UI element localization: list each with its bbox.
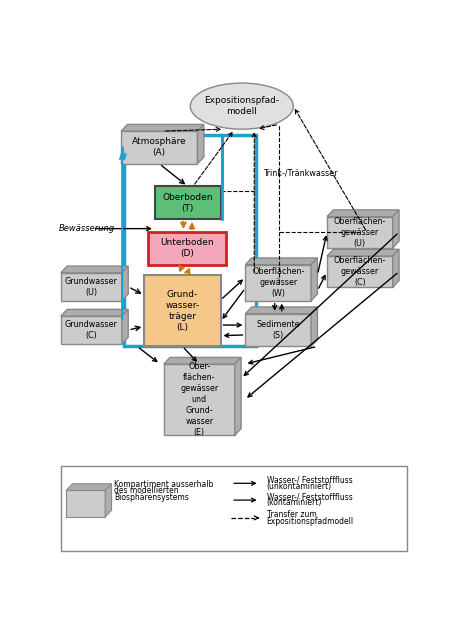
Text: Expositionspfadmodell: Expositionspfadmodell	[267, 517, 354, 526]
Polygon shape	[164, 358, 241, 364]
Text: Trink-/Tränkwasser: Trink-/Tränkwasser	[263, 169, 338, 178]
Text: Sedimente
(S): Sedimente (S)	[256, 320, 300, 340]
Polygon shape	[61, 310, 128, 316]
Text: (unkontaminiert): (unkontaminiert)	[267, 482, 332, 490]
Bar	[124, 135, 256, 346]
Polygon shape	[311, 258, 317, 301]
Polygon shape	[245, 307, 317, 314]
Bar	[144, 275, 220, 346]
Text: Grundwasser
(U): Grundwasser (U)	[65, 276, 118, 297]
Text: Bewässerung: Bewässerung	[59, 224, 115, 233]
Polygon shape	[197, 124, 204, 163]
Text: Oberflächen-
gewässer
(C): Oberflächen- gewässer (C)	[334, 256, 386, 287]
Text: Grundwasser
(C): Grundwasser (C)	[65, 320, 118, 340]
Polygon shape	[105, 484, 112, 517]
Bar	[245, 265, 311, 301]
Ellipse shape	[191, 83, 293, 129]
Polygon shape	[122, 310, 128, 344]
Polygon shape	[66, 484, 112, 490]
Text: (kontaminiert): (kontaminiert)	[267, 499, 322, 507]
Bar	[148, 232, 226, 265]
Polygon shape	[327, 210, 399, 217]
Polygon shape	[234, 358, 241, 436]
Bar	[327, 217, 393, 248]
Polygon shape	[393, 250, 399, 287]
Text: Grund-
wasser-
träger
(L): Grund- wasser- träger (L)	[165, 290, 199, 332]
Text: Oberboden
(T): Oberboden (T)	[163, 193, 213, 213]
Bar	[245, 314, 311, 346]
Polygon shape	[393, 210, 399, 248]
Polygon shape	[122, 266, 128, 301]
Text: Biosphärensystems: Biosphärensystems	[114, 493, 189, 502]
Text: Transfer zum: Transfer zum	[267, 510, 316, 520]
Bar	[155, 187, 220, 219]
Text: Oberflächen-
gewässer
(W): Oberflächen- gewässer (W)	[252, 267, 305, 298]
Bar	[164, 364, 235, 436]
Text: Wasser-/ Feststofffluss: Wasser-/ Feststofffluss	[267, 475, 352, 484]
Bar	[327, 256, 393, 287]
Text: Atmosphäre
(A): Atmosphäre (A)	[132, 137, 186, 157]
Text: Ober-
flächen-
gewässer
und
Grund-
wasser
(E): Ober- flächen- gewässer und Grund- wasse…	[180, 362, 218, 437]
Text: Expositionspfad-
modell: Expositionspfad- modell	[204, 96, 279, 116]
Text: des modellierten: des modellierten	[114, 487, 179, 495]
Bar	[61, 273, 122, 301]
Text: Wasser-/ Feststofffluss: Wasser-/ Feststofffluss	[267, 492, 352, 501]
Text: Oberflächen-
gewässer
(U): Oberflächen- gewässer (U)	[334, 217, 386, 248]
Bar	[66, 490, 105, 517]
Polygon shape	[61, 266, 128, 273]
Bar	[61, 316, 122, 344]
Polygon shape	[327, 250, 399, 256]
Bar	[121, 131, 197, 163]
Bar	[61, 467, 407, 550]
Polygon shape	[311, 307, 317, 346]
Text: Unterboden
(D): Unterboden (D)	[160, 238, 213, 258]
Polygon shape	[245, 258, 317, 265]
Polygon shape	[121, 124, 204, 131]
Text: Kompartiment ausserhalb: Kompartiment ausserhalb	[114, 480, 213, 489]
